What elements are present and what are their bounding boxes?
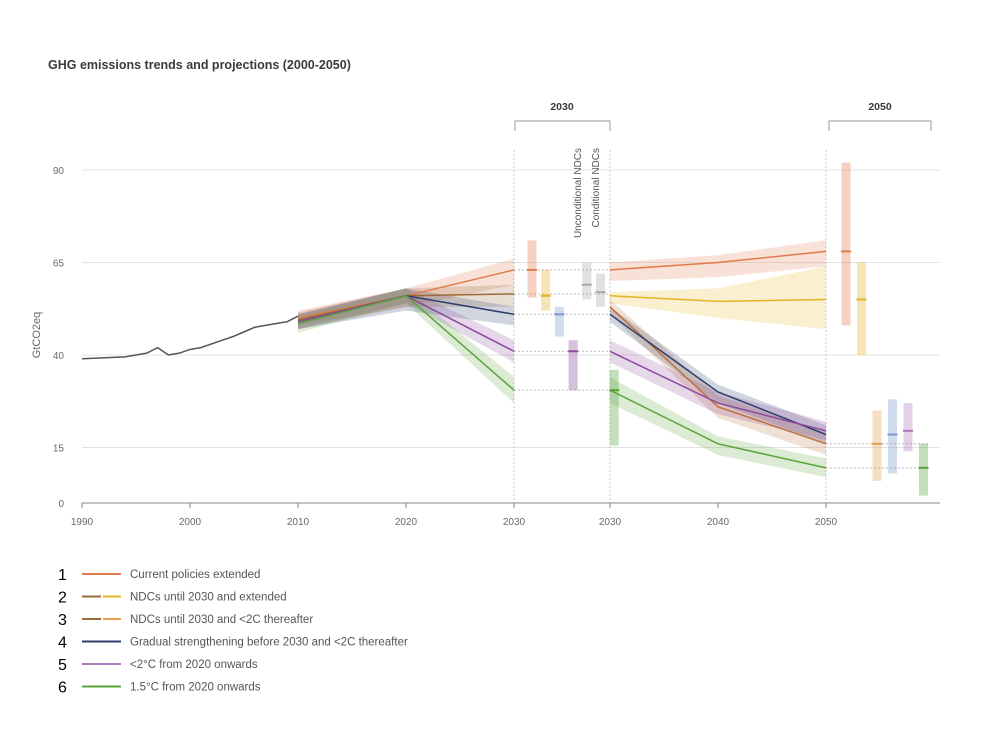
legend-label: <2°C from 2020 onwards (130, 659, 258, 671)
y-tick-label: 90 (53, 166, 65, 177)
range-bars (527, 162, 929, 496)
range-bar (841, 162, 851, 326)
legend-label: 1.5°C from 2020 onwards (130, 682, 261, 694)
x-tick-label: 2030 (599, 517, 622, 528)
legend-number: 4 (58, 635, 67, 652)
band-right-gradual-strengthening-before-2030-and-2c-thereafter (610, 306, 826, 444)
bracket-2050-label: 2050 (868, 101, 892, 113)
line-right-1-5-c-from-2020-onwards (609, 389, 827, 469)
range-bar (541, 269, 551, 311)
legend-number: 2 (58, 590, 67, 607)
range-bar (568, 340, 578, 391)
uncertainty-bands (298, 240, 826, 478)
unconditional-ndcs-label: Unconditional NDCs (573, 148, 584, 238)
legend-number: 1 (58, 567, 67, 584)
line-left-1-5-c-from-2020-onwards (297, 294, 515, 391)
x-tick-label: 2020 (395, 517, 418, 528)
band-left-ndcs-until-2030-and-extended (298, 284, 514, 330)
series-lines (81, 250, 827, 469)
line-right-ndcs-until-2030-and-extended (609, 295, 827, 303)
band-left-gradual-strengthening-before-2030-and-2c-thereafter (298, 288, 514, 330)
band-right-current-policies-extended (610, 240, 826, 281)
range-bar (857, 262, 866, 355)
range-bar (903, 403, 913, 452)
range-bar (554, 306, 564, 337)
range-bar (609, 369, 619, 446)
x-tick-label: 2040 (707, 517, 730, 528)
legend-label: NDCs until 2030 and extended (130, 592, 287, 604)
x-tick-label: 2000 (179, 517, 202, 528)
range-bar (919, 443, 928, 496)
range-bar (872, 410, 882, 481)
conditional-ndcs-label: Conditional NDCs (591, 148, 602, 227)
bracket-2030-label: 2030 (550, 101, 574, 113)
range-bar (596, 273, 605, 307)
legend-label: Gradual strengthening before 2030 and <2… (130, 637, 408, 649)
legend-label: NDCs until 2030 and <2C thereafter (130, 614, 313, 626)
legend-number: 3 (58, 612, 67, 629)
chart-title: GHG emissions trends and projections (20… (48, 58, 351, 72)
historical-line (81, 315, 299, 360)
x-tick-label: 2050 (815, 517, 838, 528)
y-tick-label: 40 (53, 351, 65, 362)
bracket-2030: 2030 (514, 101, 611, 131)
legend: 1 Current policies extended 2 NDCs until 20… (58, 567, 408, 697)
range-bar (582, 262, 592, 300)
gridlines (82, 169, 940, 448)
bracket-2050: 2050 (828, 101, 932, 131)
x-tick-label: 1990 (71, 517, 94, 528)
legend-number: 6 (58, 680, 67, 697)
y-axis-label: GtCO2eq (31, 312, 43, 358)
x-tick-label: 2010 (287, 517, 310, 528)
line-right-current-policies-extended (609, 250, 827, 271)
band-right-ndcs-until-2030-and-2c-thereafter (610, 299, 826, 455)
x-tick-label: 2030 (503, 517, 526, 528)
range-bar (888, 399, 897, 474)
band-right-1-5-c-from-2020-onwards (610, 377, 826, 478)
band-right-ndcs-until-2030-and-extended (610, 266, 826, 330)
band-right--2-c-from-2020-onwards (610, 340, 826, 441)
line-right--2-c-from-2020-onwards (609, 350, 827, 432)
legend-label: Current policies extended (130, 569, 260, 581)
axes: 0 15 40 65 90 1990 2000 2010 2020 2030 2030 2040 205… (53, 166, 940, 528)
y-tick-label: 65 (53, 259, 65, 270)
band-left-1-5-c-from-2020-onwards (298, 288, 514, 404)
legend-number: 5 (58, 657, 67, 674)
y-tick-label: 15 (53, 444, 65, 455)
y-tick-label: 0 (58, 499, 64, 510)
line-right-gradual-strengthening-before-2030-and-2c-thereafter (609, 313, 827, 436)
